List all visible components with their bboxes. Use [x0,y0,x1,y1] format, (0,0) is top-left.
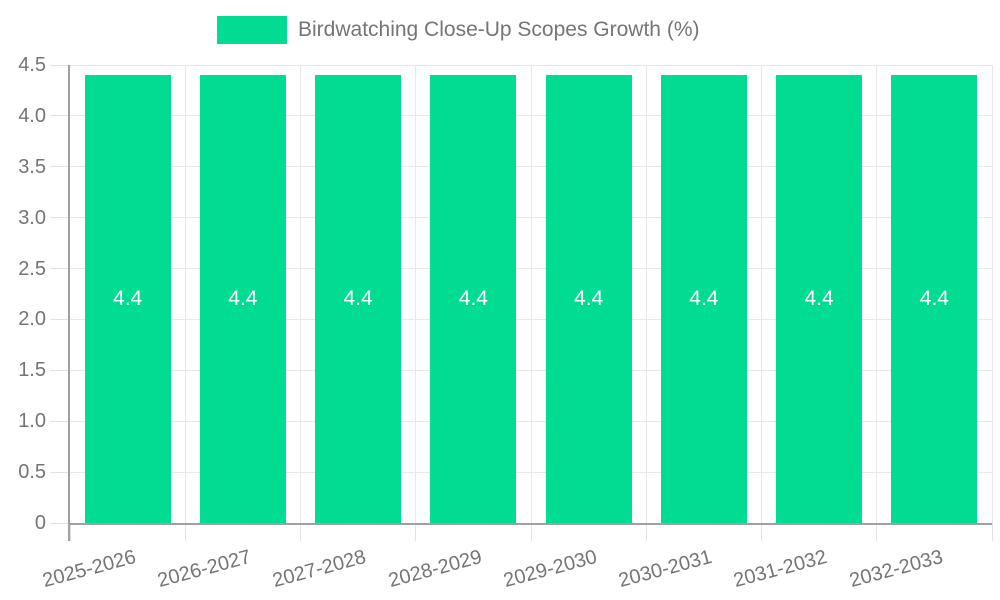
x-gridline [991,65,993,523]
x-axis-line [68,523,992,525]
x-tick [415,523,417,541]
y-tick [50,268,70,270]
y-tick [50,115,70,117]
y-tick [50,166,70,168]
y-axis-label: 3.0 [18,206,46,229]
y-tick [50,217,70,219]
bar[interactable] [660,75,747,523]
y-axis-label: 4.5 [18,54,46,76]
bar[interactable] [776,75,863,523]
y-axis-label: 3.5 [18,155,46,178]
x-axis-label: 2032-2033 [846,546,946,593]
x-axis-label: 2030-2031 [616,546,715,593]
x-gridline [184,65,186,523]
bar[interactable] [891,75,978,523]
x-axis-label: 2028-2029 [385,546,485,593]
y-tick [50,369,70,371]
y-axis-label: 0 [34,512,46,534]
legend-label: Birdwatching Close-Up Scopes Growth (%) [298,18,700,41]
x-gridline [761,65,762,523]
bar-value-label: 4.4 [228,287,258,311]
bar-value-label: 4.4 [804,287,834,311]
chart-legend[interactable]: Birdwatching Close-Up Scopes Growth (%) [217,16,699,44]
y-axis-label: 1.0 [18,410,46,433]
x-tick [69,523,71,541]
bar-value-label: 4.4 [343,287,373,311]
x-tick [761,523,762,541]
x-axis-label: 2027-2028 [270,546,369,593]
x-tick [300,523,301,541]
x-gridline [530,65,532,523]
y-tick [50,64,70,66]
y-axis-label: 0.5 [18,461,46,484]
x-axis-label: 2026-2027 [155,546,254,593]
bar[interactable] [545,75,632,523]
legend-swatch [217,16,287,44]
y-axis-line [68,65,70,541]
y-axis-label: 2.0 [18,308,46,331]
bar[interactable] [430,75,517,523]
x-tick [645,523,647,541]
bar[interactable] [315,75,402,523]
y-tick [50,471,70,473]
y-tick [50,420,70,422]
x-tick [184,523,186,541]
y-tick [50,318,70,320]
bar-value-label: 4.4 [689,287,719,311]
bar[interactable] [199,75,286,523]
x-axis-label: 2029-2030 [501,546,600,593]
y-axis-label: 2.5 [18,257,46,280]
bar[interactable] [84,75,171,523]
bar-value-label: 4.4 [574,287,604,311]
x-tick [876,523,878,541]
x-gridline [415,65,417,523]
y-axis-label: 4.0 [18,104,46,127]
x-tick [530,523,532,541]
bar-value-label: 4.4 [458,287,488,311]
y-tick [50,522,70,524]
x-gridline [645,65,647,523]
bar-value-label: 4.4 [919,287,949,311]
x-gridline [876,65,878,523]
y-axis-label: 1.5 [18,359,46,382]
bar-value-label: 4.4 [113,287,143,311]
x-gridline [300,65,301,523]
x-axis-label: 2031-2032 [731,546,830,593]
x-tick [991,523,993,541]
x-axis-label: 2025-2026 [40,546,139,593]
